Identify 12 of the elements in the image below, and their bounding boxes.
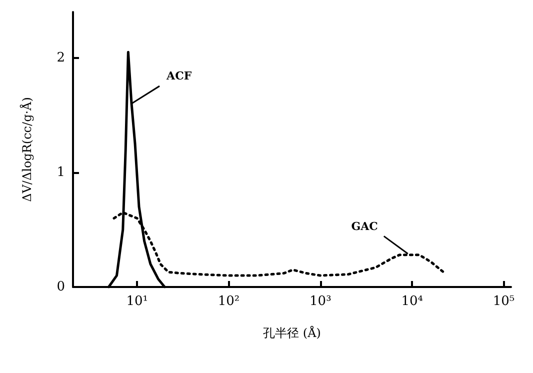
y-tick-label: 2 [56,50,65,66]
x-tick-label: 10³ [310,294,332,309]
x-tick-label: 10² [218,294,240,309]
x-tick-label: 10⁵ [492,294,515,309]
x-axis-title: 孔半径 (Å) [263,325,321,340]
annotation: GAC [351,220,378,233]
y-tick-label: 0 [56,280,65,294]
x-tick-label: 10¹ [126,294,148,309]
x-tick-label: 10⁴ [401,294,423,309]
y-tick-label: 1 [56,164,65,180]
annotation: ACF [166,70,192,83]
y-axis-title: ΔV/ΔlogR(cc/g·Å) [19,97,34,202]
